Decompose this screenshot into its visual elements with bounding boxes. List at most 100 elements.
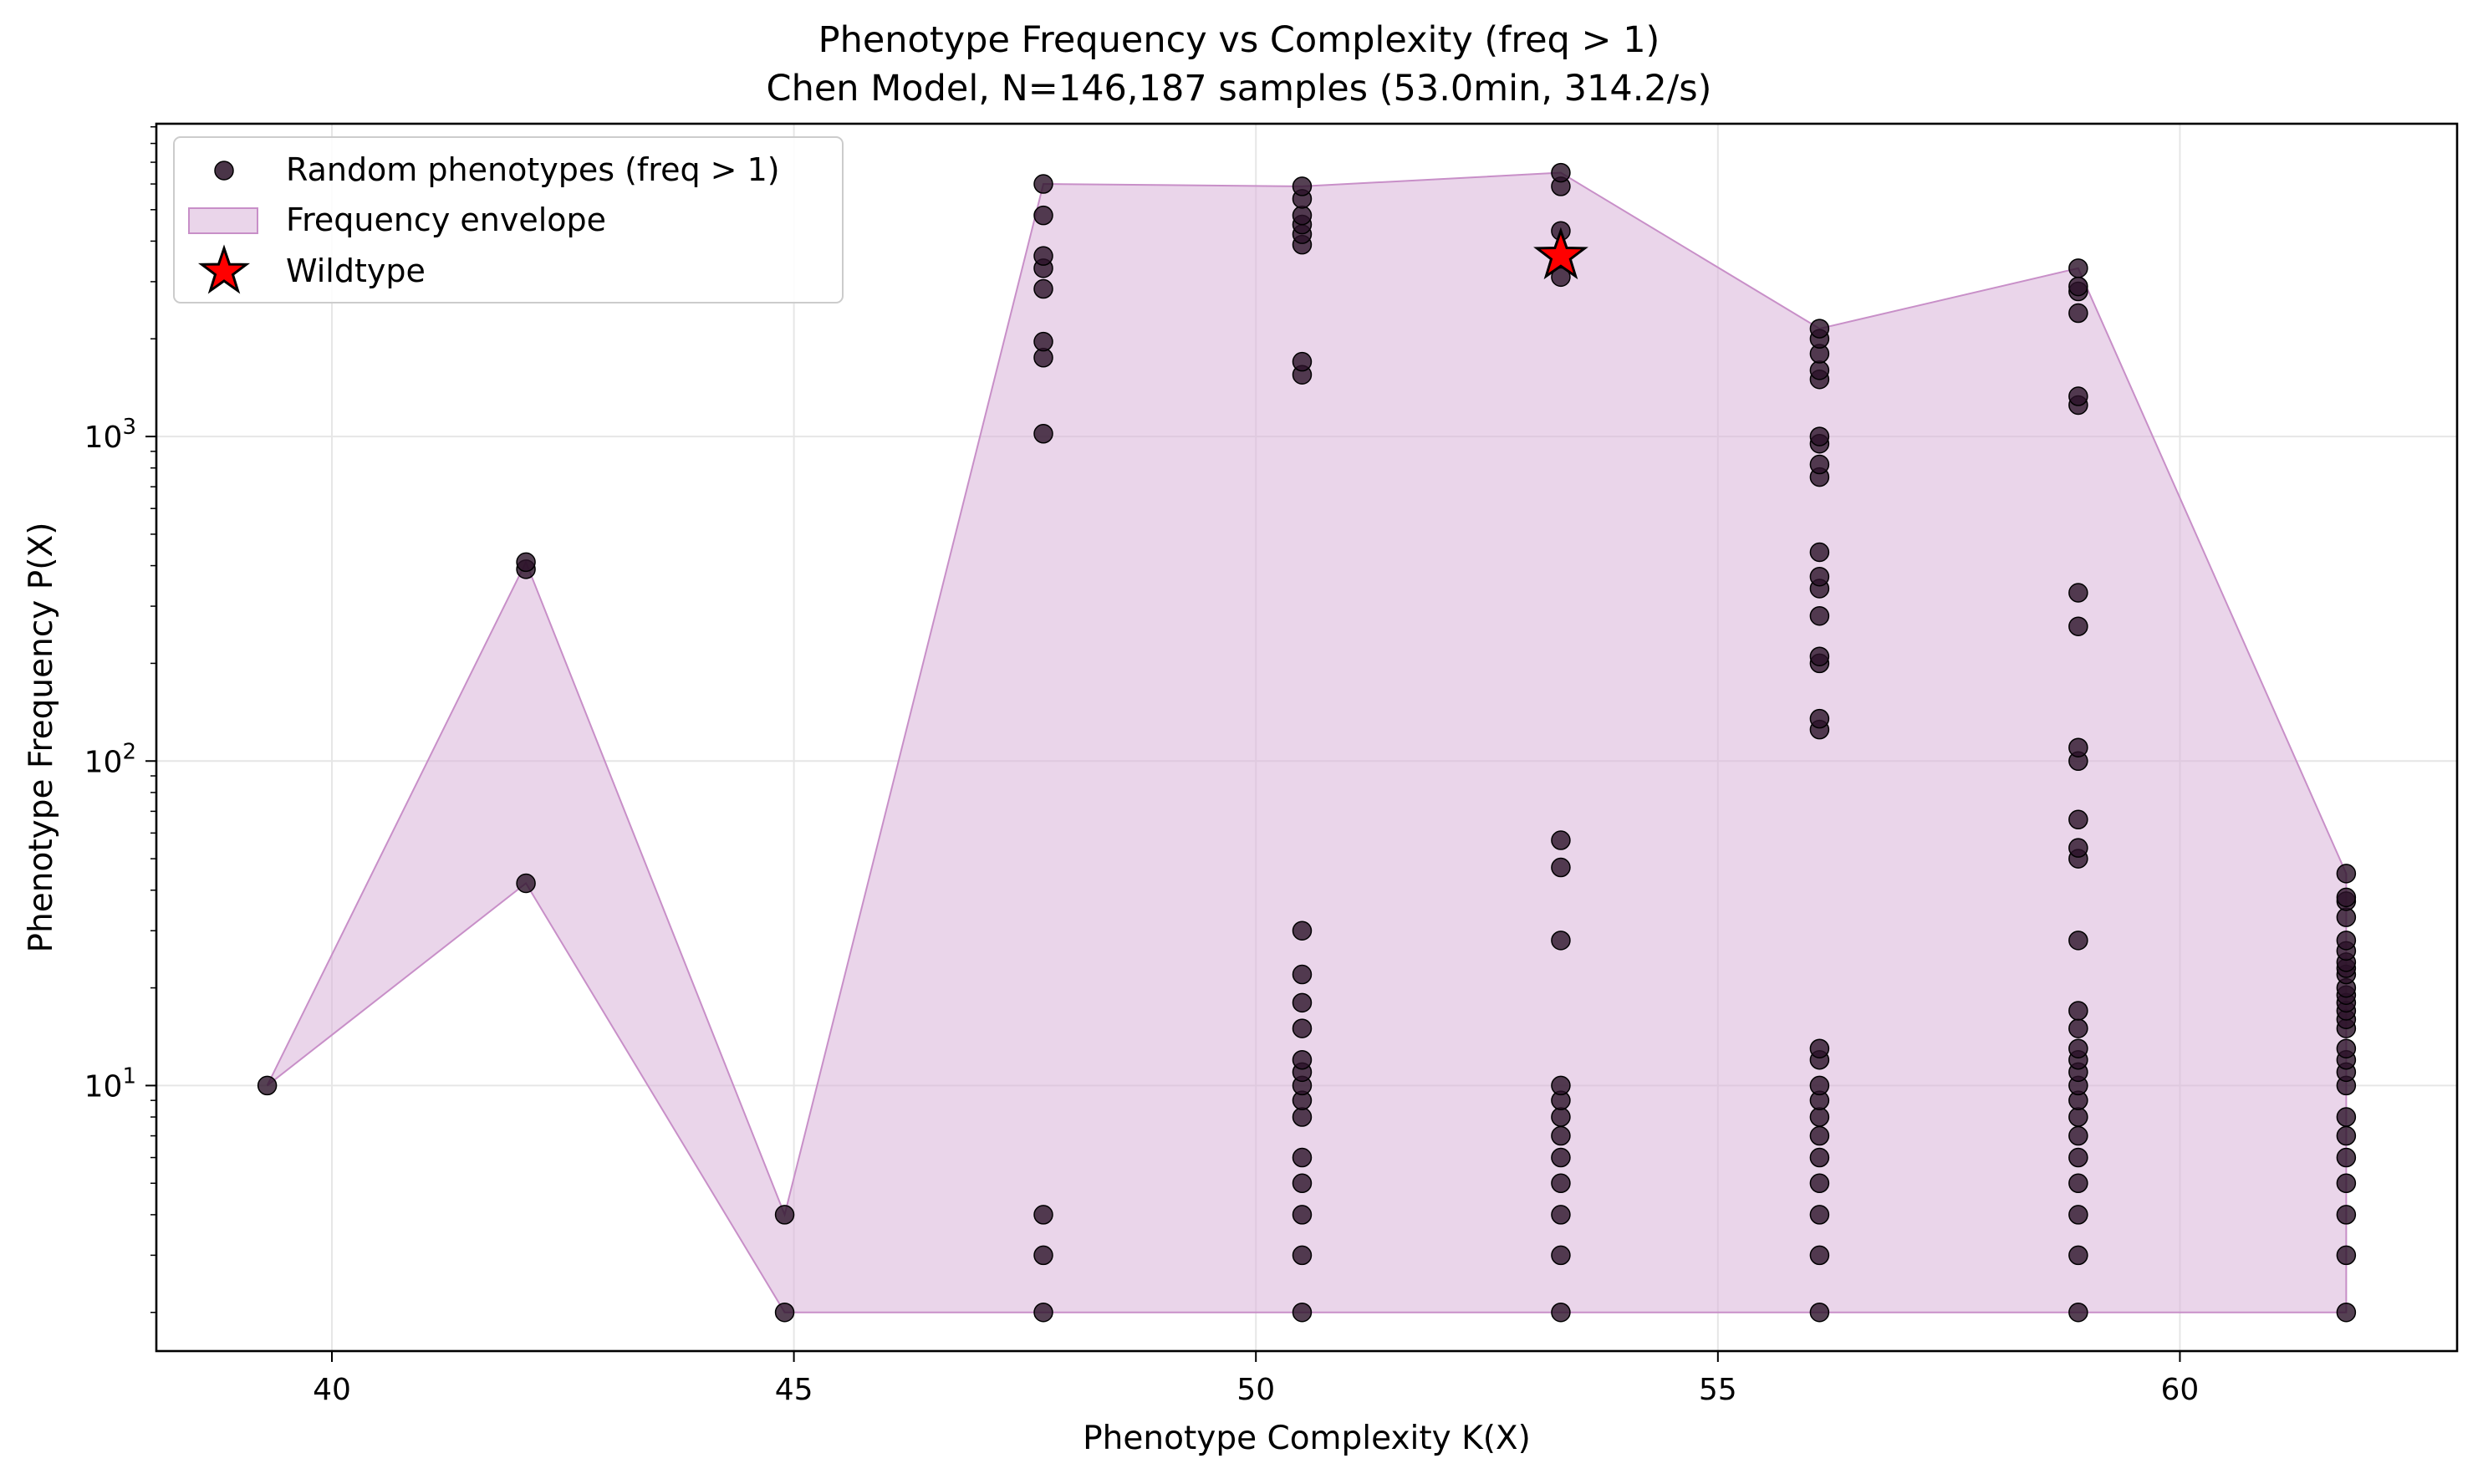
legend: Random phenotypes (freq > 1) Frequency e… xyxy=(173,136,844,303)
phenotype-point xyxy=(2336,1173,2357,1194)
phenotype-point xyxy=(2068,303,2088,324)
phenotype-point xyxy=(1551,1302,1571,1323)
phenotype-point xyxy=(2068,1107,2088,1127)
legend-envelope-swatch xyxy=(188,207,258,234)
y-axis-label: Phenotype Frequency P(X) xyxy=(23,523,60,953)
phenotype-point xyxy=(2068,1302,2088,1323)
legend-label-envelope: Frequency envelope xyxy=(286,201,606,238)
phenotype-point xyxy=(1551,1125,1571,1146)
phenotype-point xyxy=(774,1302,795,1323)
phenotype-point xyxy=(1292,176,1313,196)
phenotype-point xyxy=(1551,857,1571,878)
phenotype-point xyxy=(1292,1147,1313,1168)
phenotype-point xyxy=(2336,1107,2357,1127)
phenotype-point xyxy=(1292,964,1313,985)
phenotype-point xyxy=(1551,1107,1571,1127)
phenotype-point xyxy=(1809,1147,1830,1168)
phenotype-point xyxy=(2068,1147,2088,1168)
phenotype-point xyxy=(1551,162,1571,183)
phenotype-point xyxy=(1551,1147,1571,1168)
phenotype-point xyxy=(1033,1245,1053,1266)
phenotype-point xyxy=(2336,1302,2357,1323)
x-tick-label: 55 xyxy=(1699,1373,1737,1407)
phenotype-point xyxy=(1033,1205,1053,1225)
phenotype-point xyxy=(1551,931,1571,951)
phenotype-point xyxy=(1033,1302,1053,1323)
phenotype-point xyxy=(2336,1205,2357,1225)
legend-box xyxy=(173,136,844,303)
phenotype-point xyxy=(2068,838,2088,858)
phenotype-point xyxy=(1292,1302,1313,1323)
phenotype-point xyxy=(1551,1075,1571,1096)
frequency-envelope xyxy=(266,171,2348,1313)
phenotype-point xyxy=(2068,931,2088,951)
phenotype-point xyxy=(2068,737,2088,757)
legend-scatter-marker xyxy=(214,161,234,181)
phenotype-point xyxy=(1809,1038,1830,1058)
phenotype-point xyxy=(1809,542,1830,563)
envelope-layer xyxy=(266,171,2348,1313)
phenotype-point xyxy=(2068,276,2088,297)
phenotype-point xyxy=(1551,1205,1571,1225)
chart-subtitle: Chen Model, N=146,187 samples (53.0min, … xyxy=(767,68,1712,110)
chart-title: Phenotype Frequency vs Complexity (freq … xyxy=(818,19,1660,61)
phenotype-point xyxy=(1292,351,1313,372)
phenotype-point xyxy=(1809,426,1830,446)
x-axis-ticks: 40 45 50 55 60 xyxy=(313,1351,2199,1407)
phenotype-point xyxy=(1809,319,1830,339)
phenotype-point xyxy=(2068,1038,2088,1058)
phenotype-point xyxy=(1292,1245,1313,1266)
phenotype-point xyxy=(1292,1049,1313,1070)
legend-label-scatter: Random phenotypes (freq > 1) xyxy=(286,151,780,188)
phenotype-point xyxy=(2068,616,2088,636)
phenotype-point xyxy=(1809,566,1830,587)
phenotype-point xyxy=(1292,205,1313,226)
phenotype-point xyxy=(1292,992,1313,1013)
x-tick-label: 60 xyxy=(2161,1373,2200,1407)
phenotype-point xyxy=(2336,1245,2357,1266)
phenotype-point xyxy=(2336,887,2357,908)
phenotype-point xyxy=(1809,1173,1830,1194)
phenotype-point xyxy=(516,873,536,894)
phenotype-point xyxy=(1292,1205,1313,1225)
y-axis-ticks: 101 102 103 xyxy=(84,125,156,1313)
phenotype-point xyxy=(1809,1205,1830,1225)
phenotype-point xyxy=(1292,920,1313,941)
x-axis-label: Phenotype Complexity K(X) xyxy=(1083,1420,1531,1457)
phenotype-point xyxy=(2336,1038,2357,1058)
phenotype-point xyxy=(1809,1245,1830,1266)
points-layer xyxy=(257,162,2357,1323)
legend-label-wildtype: Wildtype xyxy=(286,252,426,289)
phenotype-point xyxy=(2068,386,2088,406)
phenotype-point xyxy=(1809,1075,1830,1096)
phenotype-point xyxy=(2336,1125,2357,1146)
y-tick-label: 103 xyxy=(84,415,136,455)
phenotype-point xyxy=(1809,454,1830,475)
y-tick-label: 101 xyxy=(84,1063,136,1104)
phenotype-point xyxy=(2336,1147,2357,1168)
phenotype-point xyxy=(2068,1018,2088,1038)
phenotype-point xyxy=(2068,258,2088,278)
phenotype-point xyxy=(1033,205,1053,226)
x-tick-label: 50 xyxy=(1236,1373,1275,1407)
phenotype-point xyxy=(2068,1125,2088,1146)
phenotype-point xyxy=(1809,1302,1830,1323)
phenotype-point xyxy=(257,1075,278,1096)
phenotype-point xyxy=(2068,809,2088,830)
phenotype-point xyxy=(2336,931,2357,951)
x-tick-label: 45 xyxy=(775,1373,813,1407)
wildtype-layer xyxy=(1533,227,1588,280)
phenotype-point xyxy=(1033,331,1053,352)
phenotype-point xyxy=(1033,278,1053,299)
phenotype-point xyxy=(1033,246,1053,266)
phenotype-point xyxy=(2068,583,2088,603)
phenotype-point xyxy=(1809,708,1830,729)
plot-frame xyxy=(155,122,2459,1353)
phenotype-point xyxy=(1809,360,1830,380)
phenotype-point xyxy=(2068,1001,2088,1021)
y-tick-label: 102 xyxy=(84,739,136,779)
wildtype-marker xyxy=(1533,227,1588,280)
phenotype-point xyxy=(2068,1173,2088,1194)
phenotype-point xyxy=(1033,424,1053,444)
